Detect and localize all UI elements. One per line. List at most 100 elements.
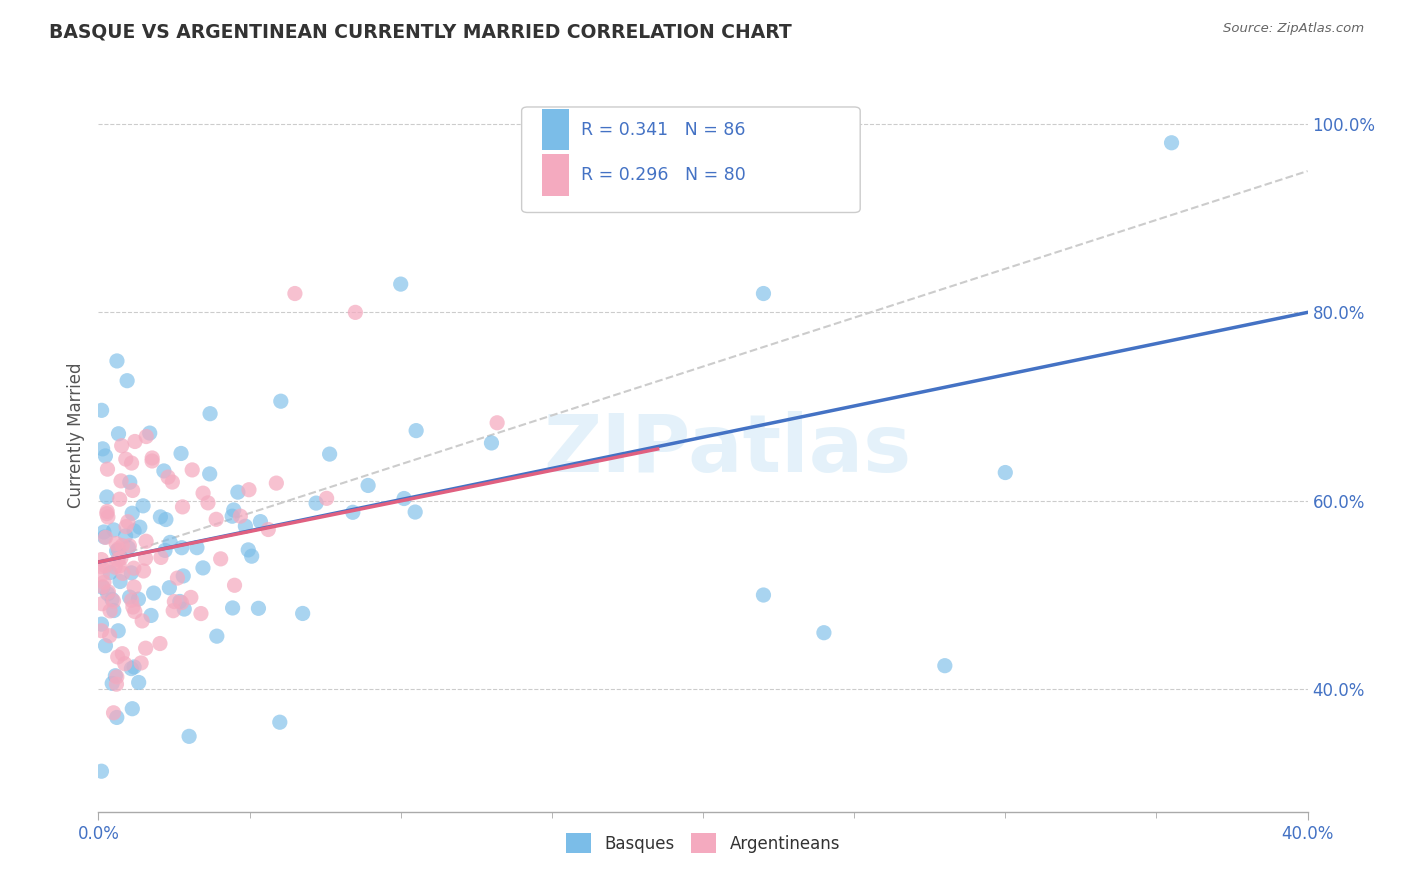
Point [162, 475, 184, 489]
Point [149, 636, 172, 650]
Point [114, 452, 136, 467]
Point [103, 706, 125, 720]
Point [224, 578, 246, 592]
Point [257, 523, 280, 537]
Point [240, 549, 263, 564]
Point [121, 483, 143, 498]
Point [96, 504, 118, 518]
Point [114, 657, 136, 671]
Point [105, 677, 128, 691]
Point [121, 702, 143, 716]
Point [205, 512, 228, 526]
Point [103, 603, 125, 617]
Point [118, 539, 141, 553]
Y-axis label: Currently Married: Currently Married [66, 362, 84, 508]
Point [111, 439, 134, 453]
Point [107, 624, 129, 638]
Point [209, 552, 232, 566]
Point [110, 474, 132, 488]
Point [481, 436, 503, 450]
Point [90, 764, 112, 779]
Point [103, 594, 125, 608]
Point [170, 596, 193, 610]
Point [155, 512, 177, 526]
Point [111, 539, 134, 553]
Point [105, 536, 128, 550]
Point [96, 507, 118, 521]
Point [177, 730, 201, 744]
Point [107, 552, 129, 566]
Point [90, 617, 112, 632]
Point [105, 670, 128, 684]
Point [91, 580, 114, 594]
Point [101, 592, 124, 607]
Point [115, 374, 138, 388]
Point [128, 675, 150, 690]
Point [98, 604, 121, 618]
Point [94, 449, 117, 463]
Point [135, 429, 157, 443]
Text: R = 0.341   N = 86: R = 0.341 N = 86 [581, 120, 745, 138]
Point [104, 669, 127, 683]
Point [121, 506, 143, 520]
Point [405, 424, 427, 438]
Point [120, 662, 142, 676]
Point [191, 561, 214, 575]
Point [91, 567, 114, 582]
Point [159, 535, 181, 549]
Point [98, 629, 121, 643]
Point [111, 647, 134, 661]
Point [105, 354, 128, 368]
Point [105, 544, 128, 558]
Point [141, 450, 163, 465]
Point [221, 601, 243, 615]
Point [1160, 136, 1182, 150]
Point [114, 529, 136, 543]
Point [181, 463, 204, 477]
Point [90, 552, 112, 566]
Point [197, 496, 219, 510]
Point [315, 491, 337, 506]
Point [235, 519, 257, 533]
Point [135, 641, 157, 656]
Point [97, 587, 120, 601]
Point [90, 403, 112, 417]
Point [121, 593, 143, 607]
Point [994, 466, 1017, 480]
Point [172, 500, 194, 514]
Point [266, 476, 288, 491]
Point [180, 591, 202, 605]
Point [135, 534, 157, 549]
Point [90, 624, 112, 638]
Point [107, 543, 129, 558]
Point [115, 519, 138, 533]
Point [198, 407, 221, 421]
Point [93, 575, 115, 590]
Bar [543, 109, 569, 151]
Point [93, 524, 115, 539]
Text: R = 0.296   N = 80: R = 0.296 N = 80 [581, 166, 745, 184]
Point [97, 585, 120, 599]
Point [222, 503, 245, 517]
Point [752, 286, 775, 301]
Point [117, 541, 139, 555]
Point [752, 588, 775, 602]
Point [305, 496, 328, 510]
Point [149, 550, 172, 565]
Point [103, 523, 125, 537]
Point [122, 580, 145, 594]
Point [111, 566, 134, 581]
Point [141, 454, 163, 468]
Point [205, 629, 228, 643]
Point [132, 564, 155, 578]
Point [357, 478, 380, 492]
Point [139, 608, 162, 623]
Point [97, 510, 120, 524]
Point [138, 426, 160, 441]
Point [318, 447, 340, 461]
Point [110, 551, 132, 566]
Point [121, 456, 143, 470]
Point [270, 394, 292, 409]
Point [238, 483, 260, 497]
Point [93, 530, 115, 544]
